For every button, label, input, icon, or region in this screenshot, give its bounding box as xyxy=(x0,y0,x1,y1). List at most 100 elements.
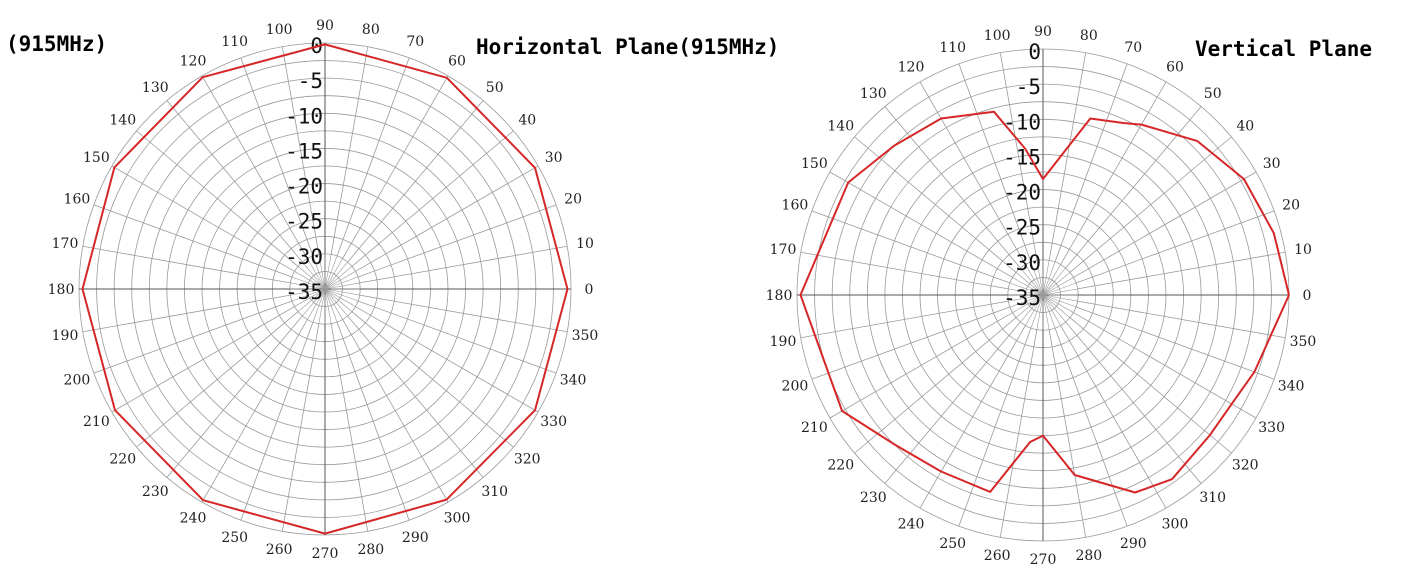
grid-spoke xyxy=(1077,300,1286,339)
angle-tick-label: 40 xyxy=(518,112,536,128)
center-spoke xyxy=(324,288,353,312)
grid-spoke xyxy=(919,81,1026,265)
angle-tick-label: 120 xyxy=(898,59,925,75)
angle-tick-label: 310 xyxy=(481,484,508,500)
angle-tick-label: 90 xyxy=(1034,24,1052,40)
grid-spoke xyxy=(800,300,1009,339)
angle-tick-label: 280 xyxy=(1075,548,1102,564)
angle-tick-label: 290 xyxy=(402,530,429,546)
grid-spoke xyxy=(854,317,1017,454)
radial-tick-label: -10 xyxy=(285,104,323,128)
grid-spoke xyxy=(330,46,369,255)
angle-tick-label: 10 xyxy=(576,236,594,252)
center-spoke xyxy=(312,255,326,290)
radial-tick-label: -15 xyxy=(285,139,323,163)
grid-spoke xyxy=(82,245,291,284)
grid-spoke xyxy=(1075,210,1275,284)
angle-tick-label: 50 xyxy=(486,80,504,96)
grid-spoke xyxy=(811,306,1011,380)
grid-spoke xyxy=(1069,317,1232,454)
grid-spoke xyxy=(342,319,449,503)
angle-tick-label: 30 xyxy=(545,150,563,166)
angle-tick-label: 40 xyxy=(1236,118,1254,134)
angle-tick-label: 90 xyxy=(316,18,334,34)
grid-spoke xyxy=(359,245,568,284)
center-spoke xyxy=(1030,294,1044,329)
grid-spoke xyxy=(240,321,314,521)
grid-spoke xyxy=(166,100,303,263)
grid-spoke xyxy=(1060,325,1167,509)
grid-spoke xyxy=(111,165,295,272)
center-spoke xyxy=(324,261,348,290)
angle-tick-label: 250 xyxy=(939,536,966,552)
angle-tick-label: 300 xyxy=(444,511,471,527)
grid-spoke xyxy=(999,329,1038,538)
angle-tick-label: 230 xyxy=(142,484,169,500)
horizontal-plane-title: Horizontal Plane(915MHz) xyxy=(476,35,780,59)
angle-tick-label: 80 xyxy=(362,22,380,38)
angle-tick-label: 230 xyxy=(860,490,887,506)
angle-tick-label: 330 xyxy=(1258,420,1285,436)
center-spoke xyxy=(324,271,356,290)
angle-tick-label: 210 xyxy=(83,414,110,430)
radial-tick-label: -30 xyxy=(285,245,323,269)
grid-spoke xyxy=(93,204,293,278)
center-spoke xyxy=(290,288,326,296)
grid-spoke xyxy=(1065,106,1202,269)
grid-spoke xyxy=(342,75,449,259)
center-spoke xyxy=(1042,272,1071,296)
radial-tick-label: -30 xyxy=(1003,251,1041,275)
grid-spoke xyxy=(281,46,320,255)
angle-tick-label: 60 xyxy=(448,53,466,69)
angle-tick-label: 170 xyxy=(52,236,79,252)
angle-tick-label: 340 xyxy=(560,372,587,388)
radial-tick-label: -35 xyxy=(285,280,323,304)
angle-tick-label: 160 xyxy=(64,192,91,208)
grid-spoke xyxy=(355,306,539,413)
angle-tick-label: 350 xyxy=(1290,334,1317,350)
radial-tick-label: -5 xyxy=(298,69,323,93)
center-spoke xyxy=(307,258,326,290)
grid-spoke xyxy=(829,171,1013,278)
angle-tick-label: 300 xyxy=(1162,517,1189,533)
center-spoke xyxy=(1012,277,1044,296)
angle-tick-label: 60 xyxy=(1166,59,1184,75)
center-spoke xyxy=(1042,294,1066,323)
angle-tick-label: 50 xyxy=(1204,86,1222,102)
angle-tick-label: 70 xyxy=(1124,40,1142,56)
grid-spoke xyxy=(351,130,514,267)
grid-spoke xyxy=(1048,52,1087,261)
vertical-plane-chart: 0 10 20 30 40 50 60 70 80 90 100 110 120 130 140 150 160… xyxy=(766,24,1317,568)
center-spoke xyxy=(294,288,326,307)
angle-tick-label: 220 xyxy=(827,458,854,474)
center-spoke xyxy=(302,261,326,290)
grid-spoke xyxy=(82,294,291,333)
radial-tick-label: -20 xyxy=(1003,181,1041,205)
center-spoke xyxy=(324,288,343,320)
center-spoke xyxy=(324,276,359,290)
center-spoke xyxy=(1042,294,1077,308)
grid-spoke xyxy=(136,311,299,448)
angle-tick-label: 320 xyxy=(514,452,541,468)
angle-tick-label: 150 xyxy=(83,150,110,166)
angle-tick-label: 270 xyxy=(1030,552,1057,568)
center-spoke xyxy=(324,282,360,290)
center-spoke xyxy=(291,288,326,302)
grid-spoke xyxy=(336,321,410,521)
grid-spoke xyxy=(811,210,1011,284)
left-frequency-title: (915MHz) xyxy=(6,32,108,56)
angle-tick-label: 0 xyxy=(1303,288,1312,304)
angle-tick-label: 220 xyxy=(109,452,136,468)
grid-spoke xyxy=(1073,171,1257,278)
angle-tick-label: 310 xyxy=(1199,490,1226,506)
angle-tick-label: 140 xyxy=(109,112,136,128)
angle-tick-label: 240 xyxy=(898,517,925,533)
angle-tick-label: 330 xyxy=(540,414,567,430)
center-spoke xyxy=(324,288,359,302)
grid-spoke xyxy=(351,311,514,448)
center-spoke xyxy=(1036,294,1044,330)
center-spoke xyxy=(291,276,326,290)
angle-tick-label: 130 xyxy=(142,80,169,96)
center-spoke xyxy=(1008,294,1044,302)
center-spoke xyxy=(324,288,338,323)
